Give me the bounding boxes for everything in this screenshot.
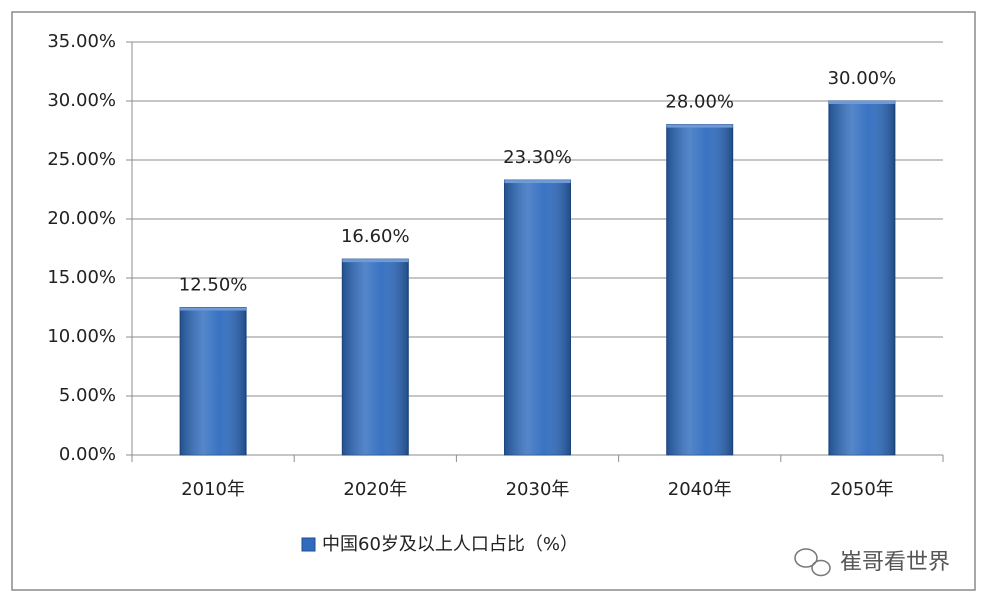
y-tick-label: 25.00% [47, 149, 116, 170]
watermark-icon [794, 548, 831, 577]
x-tick-label: 2010年 [181, 479, 245, 500]
bar-cap [180, 307, 247, 311]
legend-swatch [301, 537, 316, 552]
x-tick-label: 2050年 [830, 479, 894, 500]
x-tick-label: 2030年 [506, 479, 570, 500]
value-label: 23.30% [503, 147, 572, 168]
y-tick-label: 15.00% [47, 267, 116, 288]
bar-cap [504, 180, 571, 184]
bar-shine [666, 124, 733, 455]
value-label: 16.60% [341, 226, 410, 247]
legend-label: 中国60岁及以上人口占比（%） [322, 534, 578, 555]
bar-shine [504, 180, 571, 455]
x-tick-label: 2020年 [343, 479, 407, 500]
bar-cap [666, 124, 733, 128]
value-label: 12.50% [179, 275, 248, 296]
bar-shine [342, 259, 409, 455]
bar-shine [180, 307, 247, 455]
y-tick-label: 30.00% [47, 90, 116, 111]
watermark: 崔哥看世界 [840, 550, 950, 575]
y-tick-label: 0.00% [59, 444, 116, 465]
y-tick-label: 35.00% [47, 31, 116, 52]
x-tick-label: 2040年 [668, 479, 732, 500]
value-label: 30.00% [828, 68, 897, 89]
value-label: 28.00% [665, 92, 734, 113]
bar-cap [342, 259, 409, 263]
bar-cap [828, 101, 895, 104]
bar-shine [828, 101, 895, 455]
chart-frame [11, 11, 976, 591]
y-tick-label: 10.00% [47, 326, 116, 347]
y-tick-label: 5.00% [59, 385, 116, 406]
y-tick-label: 20.00% [47, 208, 116, 229]
